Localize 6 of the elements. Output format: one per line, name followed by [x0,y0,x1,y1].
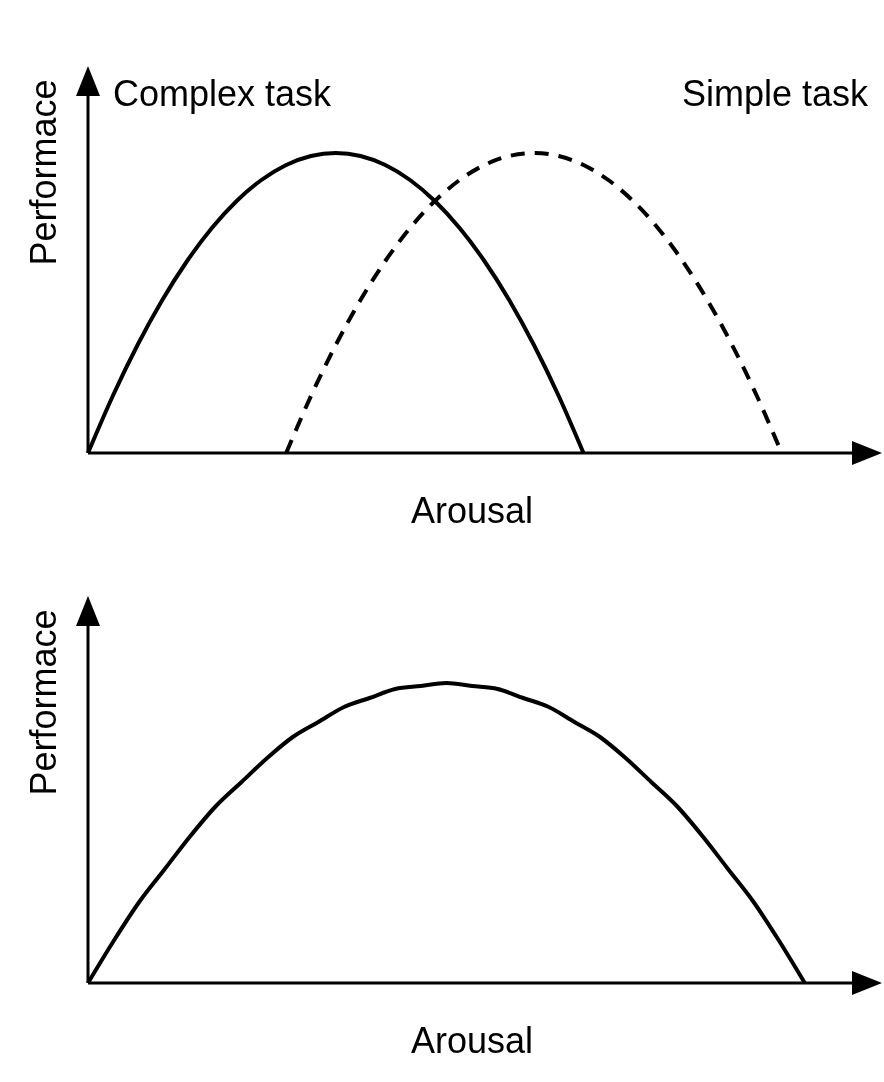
x-axis-title: Arousal [410,490,534,531]
x-axis-title: Arousal [410,1020,534,1061]
y-axis-title: Performace [22,79,64,266]
y-axis-title: Performace [22,609,64,796]
legend-label: Complex task [113,73,332,115]
text: Simple task [681,73,868,115]
